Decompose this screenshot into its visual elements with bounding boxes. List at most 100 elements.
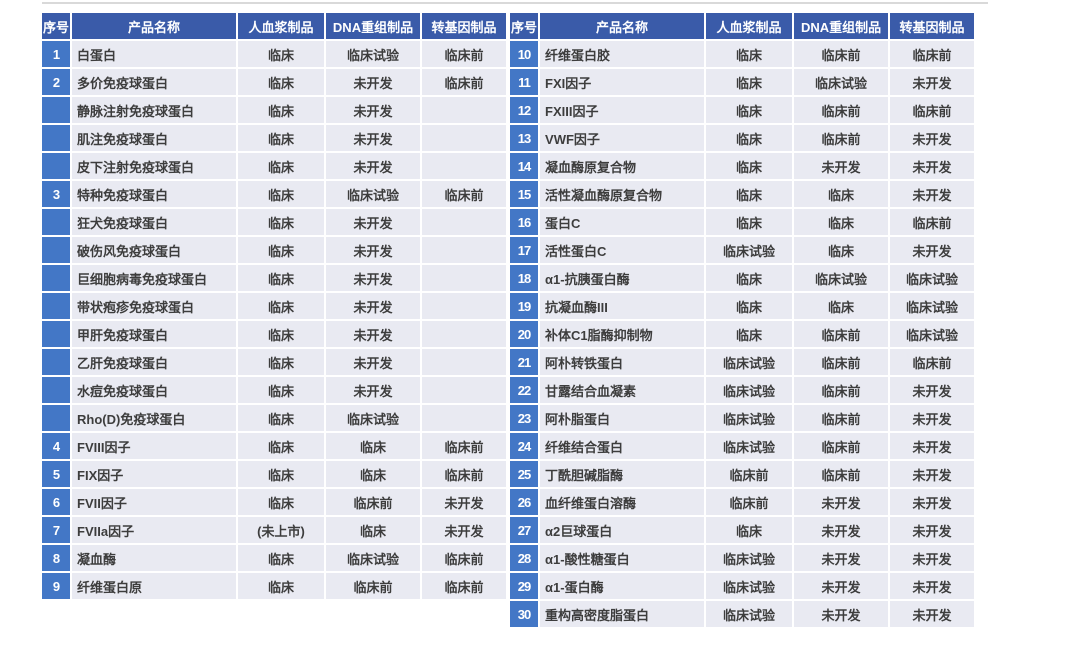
table-row: 13 VWF因子 临床 临床前 未开发 <box>510 125 975 151</box>
product-name-cell: 白蛋白 <box>72 41 237 67</box>
dna-status-cell: 未开发 <box>326 209 421 235</box>
transgenic-status-cell: 未开发 <box>890 545 975 571</box>
transgenic-status-cell: 未开发 <box>890 153 975 179</box>
plasma-status-cell: 临床 <box>238 545 325 571</box>
right-product-table: 序号 产品名称 人血浆制品 DNA重组制品 转基因制品 10 纤维蛋白胶 临床 临床前… <box>508 11 976 629</box>
transgenic-status-cell: 临床前 <box>422 545 507 571</box>
plasma-status-cell: 临床试验 <box>706 433 793 459</box>
plasma-status-cell: 临床试验 <box>706 545 793 571</box>
row-index-cell <box>42 97 71 123</box>
transgenic-status-cell: 未开发 <box>890 405 975 431</box>
header-row: 序号 产品名称 人血浆制品 DNA重组制品 转基因制品 <box>510 13 975 39</box>
table-row: 23 阿朴脂蛋白 临床试验 临床前 未开发 <box>510 405 975 431</box>
transgenic-status-cell <box>422 265 507 291</box>
top-divider <box>42 2 988 4</box>
row-index-cell: 12 <box>510 97 539 123</box>
table-row: 甲肝免疫球蛋白 临床 未开发 <box>42 321 507 347</box>
plasma-status-cell: 临床 <box>238 293 325 319</box>
transgenic-status-cell: 临床前 <box>422 181 507 207</box>
dna-status-cell: 未开发 <box>794 489 889 515</box>
row-index-cell: 16 <box>510 209 539 235</box>
table-row: 巨细胞病毒免疫球蛋白 临床 未开发 <box>42 265 507 291</box>
dna-status-cell: 临床前 <box>326 489 421 515</box>
column-header-plasma: 人血浆制品 <box>238 13 325 39</box>
plasma-status-cell: 临床 <box>238 69 325 95</box>
product-name-cell: 纤维蛋白胶 <box>540 41 705 67</box>
column-header-dna: DNA重组制品 <box>794 13 889 39</box>
transgenic-status-cell: 未开发 <box>890 573 975 599</box>
plasma-status-cell: 临床试验 <box>706 573 793 599</box>
product-name-cell: 活性凝血酶原复合物 <box>540 181 705 207</box>
row-index-cell: 28 <box>510 545 539 571</box>
table-row: 22 甘露结合血凝素 临床试验 临床前 未开发 <box>510 377 975 403</box>
product-name-cell: 重构高密度脂蛋白 <box>540 601 705 627</box>
transgenic-status-cell: 临床试验 <box>890 293 975 319</box>
table-row: 25 丁酰胆碱脂酶 临床前 临床前 未开发 <box>510 461 975 487</box>
dna-status-cell: 临床前 <box>794 405 889 431</box>
dna-status-cell: 临床前 <box>326 573 421 599</box>
transgenic-status-cell: 未开发 <box>890 181 975 207</box>
product-name-cell: 带状疱疹免疫球蛋白 <box>72 293 237 319</box>
table-row: 3 特种免疫球蛋白 临床 临床试验 临床前 <box>42 181 507 207</box>
plasma-status-cell: 临床 <box>238 181 325 207</box>
table-row: Rho(D)免疫球蛋白 临床 临床试验 <box>42 405 507 431</box>
product-name-cell: FXIII因子 <box>540 97 705 123</box>
row-index-cell: 2 <box>42 69 71 95</box>
plasma-status-cell: 临床 <box>238 153 325 179</box>
plasma-status-cell: 临床 <box>238 125 325 151</box>
plasma-status-cell: 临床 <box>706 321 793 347</box>
row-index-cell <box>42 265 71 291</box>
row-index-cell: 7 <box>42 517 71 543</box>
product-name-cell: FVII因子 <box>72 489 237 515</box>
plasma-status-cell: 临床 <box>706 97 793 123</box>
row-index-cell: 1 <box>42 41 71 67</box>
table-row: 肌注免疫球蛋白 临床 未开发 <box>42 125 507 151</box>
transgenic-status-cell: 未开发 <box>890 489 975 515</box>
plasma-status-cell: 临床 <box>238 349 325 375</box>
table-row: 带状疱疹免疫球蛋白 临床 未开发 <box>42 293 507 319</box>
plasma-status-cell: 临床 <box>706 517 793 543</box>
row-index-cell: 14 <box>510 153 539 179</box>
dna-status-cell: 未开发 <box>326 97 421 123</box>
plasma-status-cell: 临床前 <box>706 461 793 487</box>
product-name-cell: VWF因子 <box>540 125 705 151</box>
transgenic-status-cell <box>422 377 507 403</box>
dna-status-cell: 临床试验 <box>794 69 889 95</box>
column-header-plasma: 人血浆制品 <box>706 13 793 39</box>
table-row: 破伤风免疫球蛋白 临床 未开发 <box>42 237 507 263</box>
plasma-status-cell: 临床 <box>238 41 325 67</box>
plasma-status-cell: 临床 <box>706 265 793 291</box>
product-name-cell: 抗凝血酶III <box>540 293 705 319</box>
row-index-cell: 10 <box>510 41 539 67</box>
dna-status-cell: 临床前 <box>794 461 889 487</box>
left-table-body: 1 白蛋白 临床 临床试验 临床前 2 多价免疫球蛋白 临床 未开发 临床前 静脉注射免疫球蛋白 临床… <box>42 41 507 599</box>
table-row: 28 α1-酸性糖蛋白 临床试验 未开发 未开发 <box>510 545 975 571</box>
dna-status-cell: 未开发 <box>326 69 421 95</box>
row-index-cell: 30 <box>510 601 539 627</box>
transgenic-status-cell <box>422 125 507 151</box>
row-index-cell: 26 <box>510 489 539 515</box>
transgenic-status-cell <box>422 209 507 235</box>
column-header-product: 产品名称 <box>540 13 705 39</box>
row-index-cell: 17 <box>510 237 539 263</box>
dna-status-cell: 临床 <box>794 181 889 207</box>
plasma-status-cell: 临床 <box>238 489 325 515</box>
product-name-cell: 纤维结合蛋白 <box>540 433 705 459</box>
row-index-cell: 29 <box>510 573 539 599</box>
transgenic-status-cell: 临床前 <box>890 349 975 375</box>
product-name-cell: 补体C1脂酶抑制物 <box>540 321 705 347</box>
dna-status-cell: 未开发 <box>326 125 421 151</box>
product-name-cell: 甲肝免疫球蛋白 <box>72 321 237 347</box>
dna-status-cell: 未开发 <box>326 265 421 291</box>
transgenic-status-cell <box>422 405 507 431</box>
table-row: 狂犬免疫球蛋白 临床 未开发 <box>42 209 507 235</box>
product-name-cell: FIX因子 <box>72 461 237 487</box>
product-name-cell: 狂犬免疫球蛋白 <box>72 209 237 235</box>
product-name-cell: 丁酰胆碱脂酶 <box>540 461 705 487</box>
plasma-status-cell: 临床试验 <box>706 349 793 375</box>
row-index-cell: 27 <box>510 517 539 543</box>
plasma-status-cell: 临床 <box>706 125 793 151</box>
plasma-status-cell: 临床 <box>238 377 325 403</box>
table-row: 11 FXI因子 临床 临床试验 未开发 <box>510 69 975 95</box>
table-row: 20 补体C1脂酶抑制物 临床 临床前 临床试验 <box>510 321 975 347</box>
